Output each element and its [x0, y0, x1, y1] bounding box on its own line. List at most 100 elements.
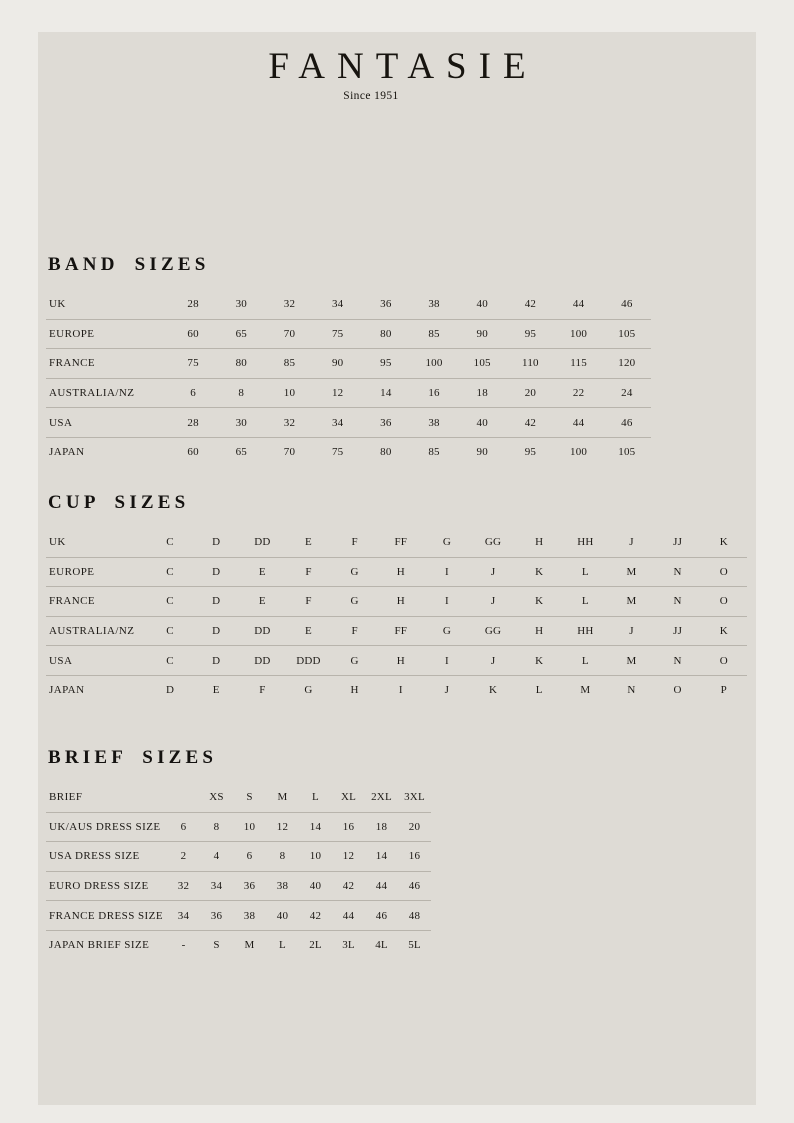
- row-label: FRANCE: [46, 348, 169, 379]
- size-cell: 44: [554, 407, 603, 438]
- size-cell: 16: [332, 812, 365, 843]
- size-cell: 12: [313, 378, 362, 409]
- size-cell: 105: [618, 446, 636, 459]
- size-cell: 14: [365, 841, 398, 872]
- size-cell: C: [147, 557, 194, 588]
- row-label: UK/AUS DRESS SIZE: [46, 812, 167, 843]
- size-cell: 100: [570, 446, 588, 459]
- size-cell: 85: [265, 348, 314, 379]
- row-label: JAPAN BRIEF SIZE: [49, 939, 150, 952]
- size-cell: E: [285, 528, 332, 558]
- size-cell: 40: [266, 900, 299, 931]
- section-title-band-sizes: BAND SIZES: [48, 254, 210, 275]
- size-cell: DD: [239, 616, 286, 647]
- size-cell: 46: [602, 407, 651, 438]
- row-label: UK: [46, 290, 169, 320]
- size-cell: 10: [233, 812, 266, 843]
- size-cell: I: [423, 645, 470, 676]
- size-cell: 14: [361, 378, 410, 409]
- size-cell: C: [147, 586, 194, 617]
- size-cell: 30: [217, 290, 266, 320]
- size-cell: [167, 783, 200, 813]
- size-cell: M: [608, 645, 655, 676]
- size-cell: 85: [409, 319, 459, 350]
- size-cell: -: [181, 939, 186, 952]
- table-row: UK/AUS DRESS SIZE 6 8 10 12 14 16 18 20: [46, 812, 431, 843]
- size-cell: D: [165, 684, 175, 697]
- size-cell: 100: [554, 319, 603, 350]
- size-cell: J: [469, 557, 517, 588]
- size-cell: FF: [377, 528, 424, 558]
- table-row: EUROPE C D E F G H I J K L M N O: [46, 557, 747, 588]
- size-cell: 70: [283, 446, 296, 459]
- size-cell: 44: [332, 900, 365, 931]
- size-cell: 28: [169, 290, 218, 320]
- size-cell: 65: [217, 319, 266, 350]
- row-label: FRANCE DRESS SIZE: [46, 900, 167, 931]
- size-cell: 46: [398, 871, 431, 902]
- size-cell: 5L: [408, 939, 421, 952]
- size-cell: C: [147, 645, 194, 676]
- size-cell: HH: [562, 528, 609, 558]
- size-cell: K: [700, 528, 747, 558]
- table-row: USA C D DD DDD G H I J K L M N O: [46, 645, 747, 676]
- size-cell: J: [608, 616, 655, 647]
- size-cell: C: [147, 528, 194, 558]
- size-cell: D: [193, 616, 240, 647]
- size-cell: K: [700, 616, 747, 647]
- size-cell: L: [562, 586, 609, 617]
- size-cell: 75: [169, 348, 218, 379]
- section-title-cup-sizes: CUP SIZES: [48, 492, 190, 513]
- size-cell: 8: [200, 812, 233, 843]
- row-label: AUSTRALIA/NZ: [46, 378, 169, 409]
- size-cell: 4: [200, 841, 233, 872]
- size-cell: 80: [217, 348, 266, 379]
- size-cell: 24: [602, 378, 651, 409]
- size-cell: D: [193, 557, 240, 588]
- size-cell: M: [608, 557, 655, 588]
- size-cell: H: [516, 528, 563, 558]
- size-cell: 8: [217, 378, 266, 409]
- row-label: USA DRESS SIZE: [46, 841, 167, 872]
- size-cell: G: [331, 645, 378, 676]
- table-row: FRANCE C D E F G H I J K L M N O: [46, 586, 747, 617]
- brief-sizes-body: BRIEF XS S M L XL 2XL 3XL UK/AUS DRESS SIZE 6 8 10 1…: [46, 783, 431, 960]
- size-cell: 3XL: [398, 783, 431, 813]
- size-cell: 6: [233, 841, 266, 872]
- size-cell: 60: [187, 446, 199, 459]
- size-cell: DDD: [285, 645, 332, 676]
- size-cell: S: [233, 783, 266, 813]
- size-cell: N: [654, 645, 701, 676]
- size-cell: E: [239, 586, 286, 617]
- size-cell: E: [285, 616, 332, 647]
- size-cell: 2: [167, 841, 200, 872]
- size-cell: J: [469, 645, 517, 676]
- size-cell: K: [516, 586, 563, 617]
- size-cell: 80: [380, 446, 392, 459]
- size-cell: JJ: [654, 528, 701, 558]
- size-cell: 4L: [375, 939, 388, 952]
- row-label: EURO DRESS SIZE: [46, 871, 167, 902]
- size-cell: 8: [266, 841, 299, 872]
- size-cell: 44: [554, 290, 603, 320]
- size-cell: 38: [409, 290, 459, 320]
- section-brief-sizes: BRIEF SIZES BRIEF XS S M L XL 2XL 3XL UK/AUS DRE…: [46, 747, 431, 960]
- table-row: EURO DRESS SIZE 32 34 36 38 40 42 44 46: [46, 871, 431, 902]
- size-cell: 75: [313, 319, 362, 350]
- size-cell: 32: [265, 407, 314, 438]
- table-row: EUROPE 60 65 70 75 80 85 90 95 100 105: [46, 319, 651, 350]
- brand-tagline: Since 1951: [343, 89, 399, 102]
- table-row: FRANCE 75 80 85 90 95 100 105 110 115 120: [46, 348, 651, 379]
- table-row: JAPAN D E F G H I J K L M N O P: [46, 675, 747, 704]
- size-cell: 70: [265, 319, 314, 350]
- size-cell: 36: [361, 407, 410, 438]
- size-cell: K: [516, 645, 563, 676]
- row-label: BRIEF: [46, 783, 167, 813]
- size-cell: L: [299, 783, 332, 813]
- size-cell: DD: [239, 528, 286, 558]
- table-row: JAPAN 60 65 70 75 80 85 90 95 100 105: [46, 437, 651, 466]
- size-cell: 48: [398, 900, 431, 931]
- size-cell: 38: [233, 900, 266, 931]
- size-cell: 42: [299, 900, 332, 931]
- size-cell: M: [608, 586, 655, 617]
